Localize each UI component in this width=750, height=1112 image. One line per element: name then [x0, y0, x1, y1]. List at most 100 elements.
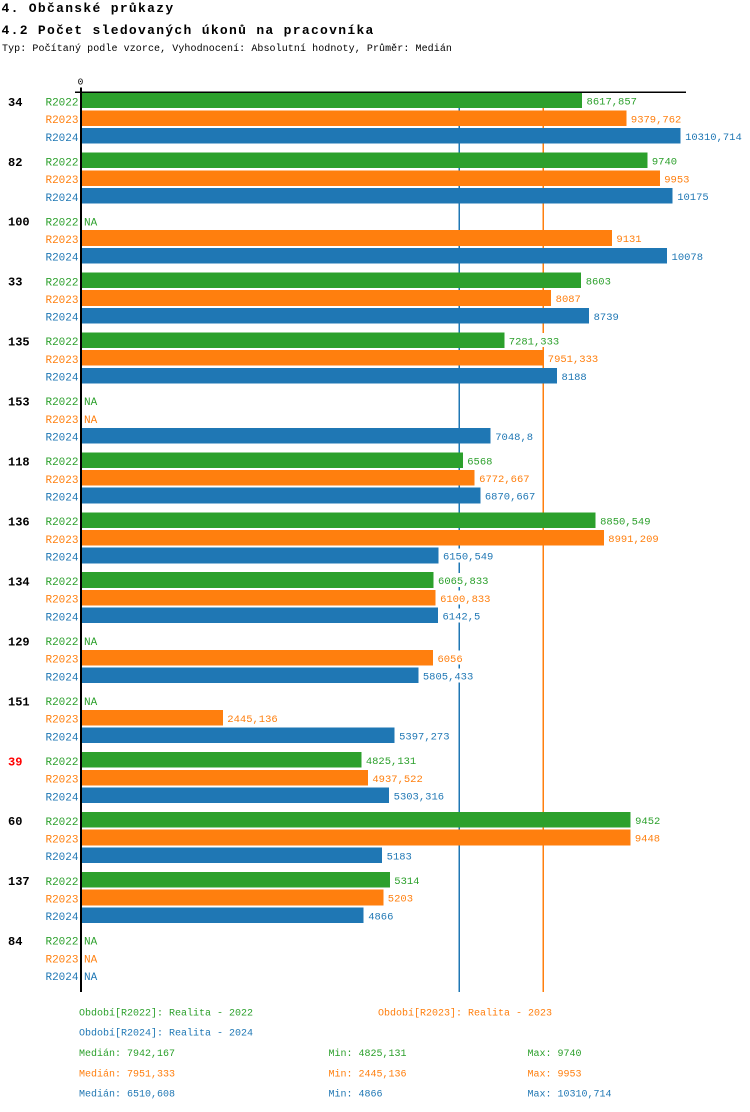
svg-text:Min: 2445,136: Min: 2445,136: [329, 1068, 407, 1080]
svg-text:R2023: R2023: [45, 295, 78, 307]
svg-text:R2024: R2024: [45, 193, 78, 205]
svg-text:R2024: R2024: [45, 672, 78, 684]
svg-text:7951,333: 7951,333: [548, 354, 598, 366]
svg-text:R2022: R2022: [45, 217, 78, 229]
svg-text:NA: NA: [84, 972, 98, 984]
svg-text:R2023: R2023: [45, 775, 78, 787]
svg-text:Min: 4866: Min: 4866: [329, 1089, 383, 1101]
svg-text:9740: 9740: [652, 157, 677, 169]
svg-text:84: 84: [8, 935, 22, 949]
svg-text:Období[R2023]: Realita - 2023: Období[R2023]: Realita - 2023: [378, 1007, 552, 1019]
svg-text:R2024: R2024: [45, 792, 78, 804]
svg-text:6056: 6056: [437, 654, 462, 666]
svg-text:8087: 8087: [556, 294, 581, 306]
svg-text:39: 39: [8, 755, 22, 769]
svg-text:R2023: R2023: [45, 175, 78, 187]
svg-text:6142,5: 6142,5: [442, 612, 480, 624]
svg-text:R2023: R2023: [45, 655, 78, 667]
svg-text:R2022: R2022: [45, 97, 78, 109]
svg-text:Min: 4825,131: Min: 4825,131: [329, 1048, 407, 1060]
svg-text:8617,857: 8617,857: [587, 97, 637, 109]
svg-text:R2022: R2022: [45, 577, 78, 589]
svg-text:6568: 6568: [467, 456, 492, 468]
svg-text:R2022: R2022: [45, 937, 78, 949]
svg-text:R2023: R2023: [45, 535, 78, 547]
svg-text:Období[R2024]: Realita - 2024: Období[R2024]: Realita - 2024: [79, 1028, 253, 1040]
svg-text:153: 153: [8, 396, 30, 410]
svg-text:137: 137: [8, 875, 30, 889]
svg-text:5183: 5183: [387, 851, 412, 863]
svg-text:Max: 10310,714: Max: 10310,714: [528, 1090, 612, 1101]
svg-text:R2024: R2024: [45, 373, 78, 385]
svg-text:R2022: R2022: [45, 277, 78, 289]
svg-text:R2022: R2022: [45, 337, 78, 349]
svg-text:151: 151: [8, 695, 30, 709]
svg-text:R2022: R2022: [45, 697, 78, 709]
svg-text:R2024: R2024: [45, 313, 78, 325]
svg-text:R2023: R2023: [45, 235, 78, 247]
svg-text:Medián: 6510,608: Medián: 6510,608: [79, 1089, 175, 1101]
svg-text:4. Občanské průkazy: 4. Občanské průkazy: [2, 1, 175, 16]
svg-text:R2023: R2023: [45, 115, 78, 127]
svg-text:Období[R2022]: Realita - 2022: Období[R2022]: Realita - 2022: [79, 1007, 253, 1019]
svg-text:NA: NA: [84, 415, 98, 427]
svg-text:R2024: R2024: [45, 612, 78, 624]
svg-text:0: 0: [78, 77, 84, 88]
svg-text:135: 135: [8, 336, 30, 350]
svg-text:Max: 9953: Max: 9953: [528, 1069, 582, 1080]
svg-text:R2022: R2022: [45, 157, 78, 169]
svg-text:NA: NA: [84, 397, 98, 409]
svg-text:10310,714: 10310,714: [685, 132, 742, 144]
svg-text:R2024: R2024: [45, 133, 78, 145]
svg-text:R2022: R2022: [45, 817, 78, 829]
svg-text:8188: 8188: [562, 372, 587, 384]
svg-text:10078: 10078: [672, 252, 704, 264]
svg-text:4825,131: 4825,131: [366, 756, 416, 768]
svg-text:NA: NA: [84, 937, 98, 949]
svg-text:34: 34: [8, 96, 22, 110]
svg-text:R2024: R2024: [45, 253, 78, 265]
svg-text:8850,549: 8850,549: [600, 516, 650, 528]
svg-text:5805,433: 5805,433: [423, 672, 473, 684]
svg-text:R2023: R2023: [45, 835, 78, 847]
svg-text:R2022: R2022: [45, 637, 78, 649]
svg-text:R2023: R2023: [45, 954, 78, 966]
svg-text:R2022: R2022: [45, 757, 78, 769]
svg-text:6772,667: 6772,667: [479, 474, 529, 486]
svg-text:33: 33: [8, 276, 22, 290]
svg-text:136: 136: [8, 515, 30, 529]
svg-text:Typ: Počítaný podle vzorce, Vy: Typ: Počítaný podle vzorce, Vyhodnocení:…: [2, 42, 452, 55]
svg-text:NA: NA: [84, 697, 98, 709]
svg-text:R2024: R2024: [45, 912, 78, 924]
svg-text:NA: NA: [84, 637, 98, 649]
svg-text:Medián: 7942,167: Medián: 7942,167: [79, 1048, 175, 1060]
svg-text:NA: NA: [84, 954, 98, 966]
svg-text:8991,209: 8991,209: [608, 534, 658, 546]
svg-text:NA: NA: [84, 217, 98, 229]
svg-text:6870,667: 6870,667: [485, 492, 535, 504]
svg-text:4.2 Počet sledovaných úkonů na: 4.2 Počet sledovaných úkonů na pracovník…: [2, 23, 375, 38]
svg-text:R2022: R2022: [45, 517, 78, 529]
svg-text:8603: 8603: [586, 276, 611, 288]
svg-text:82: 82: [8, 156, 22, 170]
svg-text:R2023: R2023: [45, 355, 78, 367]
svg-text:4937,522: 4937,522: [372, 774, 422, 786]
svg-text:9379,762: 9379,762: [631, 114, 681, 126]
svg-text:10175: 10175: [677, 192, 709, 204]
svg-text:R2022: R2022: [45, 877, 78, 889]
svg-text:R2023: R2023: [45, 415, 78, 427]
svg-text:R2022: R2022: [45, 397, 78, 409]
svg-text:100: 100: [8, 216, 30, 230]
svg-text:5303,316: 5303,316: [394, 791, 444, 803]
svg-text:R2023: R2023: [45, 595, 78, 607]
svg-text:R2023: R2023: [45, 475, 78, 487]
svg-text:129: 129: [8, 635, 30, 649]
svg-text:Medián: 7951,333: Medián: 7951,333: [79, 1068, 175, 1080]
svg-text:2445,136: 2445,136: [227, 714, 277, 726]
svg-text:9448: 9448: [635, 834, 660, 846]
svg-text:8739: 8739: [594, 312, 619, 324]
svg-text:6150,549: 6150,549: [443, 552, 493, 564]
svg-text:R2023: R2023: [45, 894, 78, 906]
svg-text:Max: 9740: Max: 9740: [528, 1049, 582, 1060]
svg-text:R2024: R2024: [45, 493, 78, 505]
